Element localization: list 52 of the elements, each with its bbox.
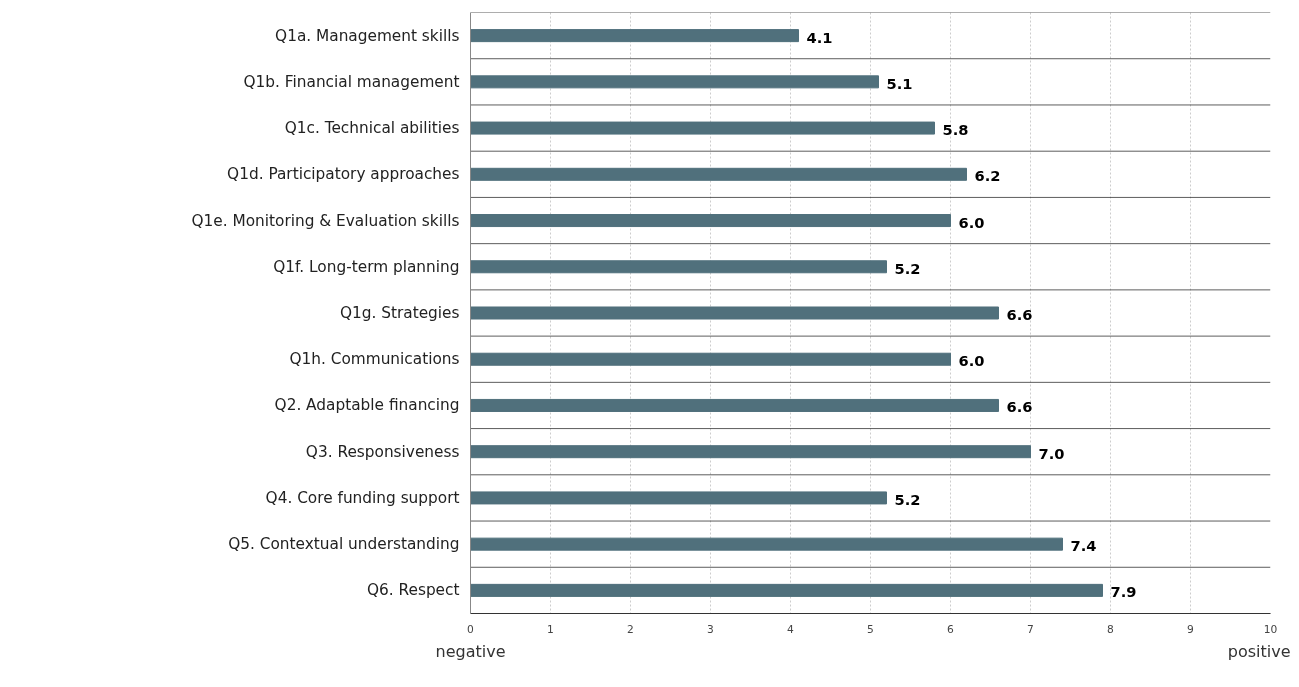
bar	[470, 121, 935, 135]
data-label: 7.4	[1070, 537, 1097, 555]
x-tick-label: 10	[1263, 622, 1278, 636]
data-label: 6.6	[1006, 398, 1033, 416]
x-tick-label: 3	[707, 622, 714, 636]
x-tick-label: 8	[1107, 622, 1115, 636]
text: positive	[1227, 641, 1291, 661]
x-tick-label: 5	[867, 622, 874, 636]
y-tick-label: Q1d. Participatory approaches	[227, 165, 460, 184]
bar	[470, 306, 999, 320]
bar	[470, 29, 799, 43]
data-label: 6.2	[974, 167, 1001, 185]
x-tick-label: 2	[627, 622, 634, 636]
bar	[470, 167, 967, 181]
bar	[470, 537, 1063, 551]
x-tick-label: 4	[787, 622, 795, 636]
bar	[470, 260, 887, 274]
y-tick-label: Q6. Respect	[366, 581, 460, 600]
x-tick-label: 9	[1187, 622, 1195, 636]
y-tick-label: Q1a. Management skills	[275, 26, 460, 45]
data-label: 6.0	[958, 213, 985, 231]
y-tick-label: Q1g. Strategies	[339, 304, 460, 322]
bar	[470, 445, 1031, 459]
bar	[470, 75, 879, 89]
y-tick-label: Q4. Core funding support	[265, 488, 460, 507]
y-tick-label: Q1f. Long-term planning	[273, 257, 460, 276]
y-tick-label: Q1c. Technical abilities	[284, 119, 460, 138]
y-tick-label: Q1b. Financial management	[243, 72, 460, 91]
y-tick-label: Q1e. Monitoring & Evaluation skills	[191, 211, 460, 230]
x-tick-label: 7	[1027, 622, 1034, 636]
bar	[470, 491, 887, 505]
x-tick-label: 0	[467, 622, 475, 636]
y-tick-label: Q3. Responsiveness	[305, 442, 460, 461]
y-tick-label: Q1h. Communications	[289, 350, 460, 369]
data-label: 4.1	[806, 28, 833, 46]
bar	[470, 352, 951, 366]
data-label: 6.6	[1006, 306, 1033, 323]
y-tick-label: Q2. Adaptable financing	[274, 396, 460, 415]
x-tick-label: 6	[947, 622, 955, 636]
bar	[470, 214, 951, 228]
data-label: 7.0	[1038, 444, 1065, 462]
bar	[470, 398, 999, 412]
data-label: 5.1	[886, 74, 913, 92]
y-tick-label: Q5. Contextual understanding	[228, 535, 460, 554]
text: negative	[435, 641, 506, 661]
data-label: 6.0	[958, 352, 985, 370]
data-label: 5.2	[894, 490, 921, 508]
data-label: 5.2	[894, 259, 921, 277]
x-tick-label: 1	[547, 622, 554, 636]
data-label: 5.8	[942, 121, 969, 139]
data-label: 7.9	[1110, 583, 1137, 601]
bar	[470, 583, 1103, 597]
